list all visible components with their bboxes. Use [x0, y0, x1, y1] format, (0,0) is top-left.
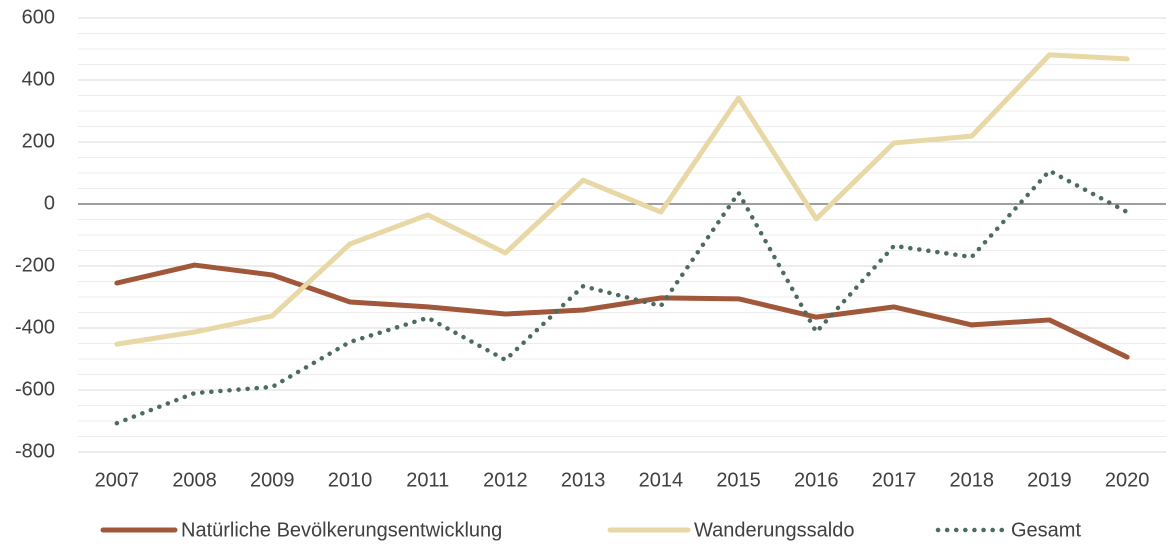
x-tick-label: 2011: [406, 469, 449, 491]
y-tick-label: -800: [15, 440, 55, 462]
legend-label: Wanderungssaldo: [694, 519, 854, 541]
x-tick-label: 2010: [328, 469, 373, 491]
x-tick-label: 2008: [172, 469, 217, 491]
x-tick-label: 2013: [561, 469, 606, 491]
series-line: [114, 262, 1130, 360]
x-tick-label: 2015: [716, 469, 761, 491]
x-tick-label: 2017: [872, 469, 917, 491]
x-tick-label: 2019: [1027, 469, 1072, 491]
legend-label: Natürliche Bevölkerungsentwicklung: [181, 519, 502, 541]
y-tick-label: 400: [22, 68, 55, 90]
y-tick-label: 200: [22, 130, 55, 152]
y-tick-label: -400: [15, 316, 55, 338]
y-tick-label: 0: [44, 192, 55, 214]
legend-label: Gesamt: [1011, 519, 1081, 541]
x-tick-label: 2012: [483, 469, 528, 491]
x-tick-label: 2018: [949, 469, 994, 491]
series-line: [114, 52, 1130, 347]
y-tick-label: 600: [22, 6, 55, 28]
x-tick-label: 2007: [95, 469, 140, 491]
x-tick-label: 2014: [639, 469, 684, 491]
x-tick-label: 2020: [1105, 469, 1150, 491]
y-tick-label: -600: [15, 378, 55, 400]
x-tick-label: 2016: [794, 469, 839, 491]
x-tick-label: 2009: [250, 469, 295, 491]
y-tick-label: -200: [15, 254, 55, 276]
